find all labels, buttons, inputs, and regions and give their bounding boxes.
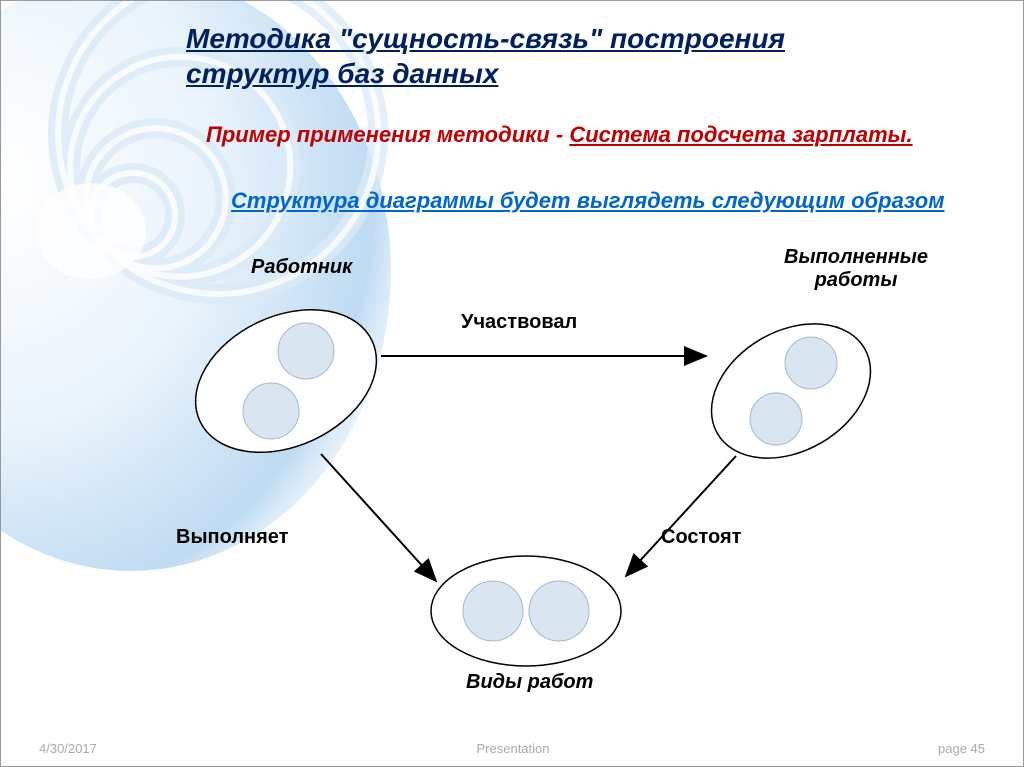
slide-title: Методика "сущность-связь" построения стр… <box>186 21 926 91</box>
node-completed_work-inner-0 <box>785 337 837 389</box>
edge-label-consist: Состоят <box>661 526 741 549</box>
node-completed_work <box>687 297 894 486</box>
example-link: Система подсчета зарплаты. <box>569 122 912 147</box>
example-heading: Пример применения методики - Система под… <box>206 121 946 149</box>
node-worker <box>172 282 399 480</box>
node-work_types-inner-0 <box>463 581 523 641</box>
example-prefix: Пример применения методики - <box>206 122 569 147</box>
node-worker-inner-0 <box>278 323 334 379</box>
slide: Методика "сущность-связь" построения стр… <box>0 0 1024 767</box>
edge-performs <box>321 454 436 581</box>
structure-heading: Структура диаграммы будет выглядеть след… <box>231 187 971 215</box>
node-work_types <box>431 556 621 666</box>
edge-label-performs: Выполняет <box>176 526 288 549</box>
node-label-completed_work: Выполненные работы <box>741 246 971 292</box>
node-worker-inner-1 <box>243 383 299 439</box>
edge-label-participated: Участвовал <box>461 311 577 334</box>
node-work_types-inner-1 <box>529 581 589 641</box>
er-diagram: УчаствовалВыполняетСостоятРаботникВыполн… <box>121 251 921 711</box>
node-completed_work-inner-1 <box>750 393 802 445</box>
node-label-work_types: Виды работ <box>466 671 593 694</box>
edge-consist <box>626 456 736 576</box>
footer-page: page 45 <box>938 741 985 756</box>
node-label-worker: Работник <box>251 256 352 279</box>
footer-center: Presentation <box>1 741 1024 756</box>
